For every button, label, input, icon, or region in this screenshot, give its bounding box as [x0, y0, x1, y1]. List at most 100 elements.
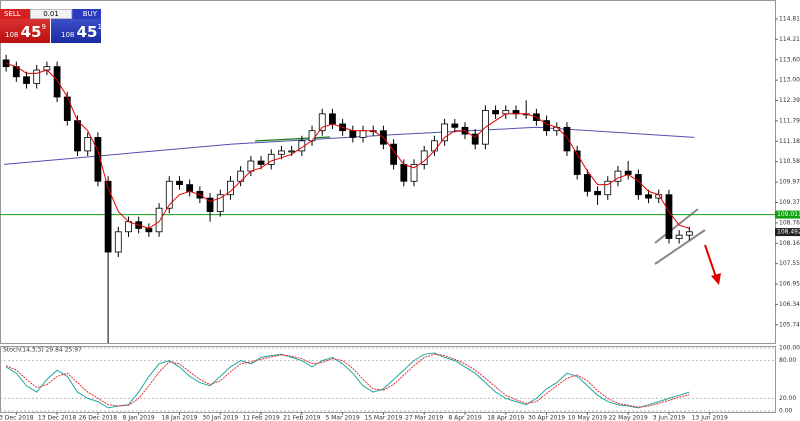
- candle-body: [308, 130, 316, 142]
- candle-body: [604, 180, 612, 196]
- candle-body: [84, 137, 92, 152]
- lot-input[interactable]: 0.01: [30, 9, 72, 19]
- x-tick-label: 5 Mar 2019: [326, 415, 360, 421]
- x-tick-label: 13 Jun 2019: [692, 415, 728, 421]
- arrow-shaft: [704, 244, 718, 281]
- y-tick-label: 111.185: [779, 138, 800, 145]
- channel-lower: [654, 229, 706, 265]
- price-pips: 45: [20, 23, 42, 41]
- candle-body: [63, 96, 71, 121]
- level-label: 109.011: [777, 211, 800, 218]
- x-tick-label: 8 Apr 2019: [448, 415, 481, 421]
- stoch-tick-label: 100.00: [779, 345, 800, 352]
- y-tick-label: 109.975: [779, 179, 800, 186]
- candle-body: [145, 228, 153, 233]
- candle-body: [359, 130, 367, 138]
- y-tick-label: 114.21: [779, 36, 800, 43]
- candle-body: [33, 69, 41, 84]
- candle-body: [318, 113, 326, 132]
- buy-label[interactable]: BUY: [73, 9, 101, 19]
- candle-body: [563, 126, 571, 152]
- price-fraction: 1: [97, 23, 102, 31]
- candle-body: [125, 221, 132, 233]
- x-tick-label: 13 Dec 2018: [38, 415, 77, 421]
- x-tick-label: 18 Jan 2019: [161, 415, 197, 421]
- candle-body: [441, 123, 449, 142]
- arrow-head: [711, 273, 721, 285]
- candle-body: [206, 197, 214, 212]
- y-tick-label: 113.000: [779, 77, 800, 84]
- sell-label[interactable]: SELL: [0, 9, 42, 19]
- x-tick-label: 10 May 2019: [568, 415, 607, 421]
- y-tick-label: 110.580: [779, 158, 800, 165]
- candle-body: [114, 231, 122, 253]
- y-tick-label: 111.790: [779, 117, 800, 124]
- price-pips: 45: [76, 23, 98, 41]
- price-tag: [775, 228, 800, 237]
- candle-body: [155, 207, 163, 233]
- candle-body: [594, 190, 601, 196]
- x-tick-label: 3 Dec 2018: [0, 415, 34, 421]
- last-price-label: 108.492: [777, 229, 800, 236]
- x-tick-label: 11 Feb 2019: [242, 415, 280, 421]
- x-tick-label: 18 Apr 2019: [487, 415, 524, 421]
- stoch-title: Stoch(14,3,3) 29.84 25.97: [3, 347, 82, 354]
- candle-body: [675, 234, 683, 239]
- level-tag: [775, 210, 800, 219]
- candle-body: [543, 120, 550, 132]
- x-tick-label: 27 Mar 2019: [405, 415, 443, 421]
- price-big: 108: [61, 31, 75, 39]
- price-big: 108: [5, 31, 19, 39]
- buy-price[interactable]: 108 451: [61, 23, 102, 41]
- stoch-frame: [0, 346, 776, 413]
- candle-body: [186, 184, 194, 192]
- stoch-tick-label: 20.00: [779, 395, 796, 402]
- y-tick-label: 105.740: [779, 321, 800, 328]
- candle-body: [329, 113, 336, 125]
- candle-body: [176, 180, 183, 186]
- candle-body: [614, 170, 622, 182]
- candle-body: [349, 130, 357, 138]
- x-tick-label: 3 Jun 2019: [653, 415, 685, 421]
- candle-body: [216, 194, 224, 212]
- candle-body: [247, 160, 255, 172]
- y-tick-label: 106.345: [779, 301, 800, 308]
- stoch-signal: [5, 353, 690, 408]
- candle-body: [278, 150, 285, 155]
- main-frame: [0, 0, 776, 344]
- price-fraction: 9: [41, 23, 46, 31]
- y-tick-label: 113.605: [779, 56, 800, 63]
- candle-body: [583, 174, 591, 192]
- candle-body: [410, 163, 418, 182]
- candle-body: [23, 76, 30, 84]
- candle-body: [634, 174, 642, 196]
- candle-body: [685, 231, 693, 236]
- x-tick-label: 26 Dec 2018: [79, 415, 118, 421]
- candle-body: [431, 140, 438, 152]
- candle-body: [288, 150, 296, 153]
- stoch-main: [5, 352, 690, 409]
- sell-price[interactable]: 108 459: [5, 23, 46, 41]
- candle-body: [165, 180, 173, 209]
- candle-body: [645, 194, 652, 199]
- one-click-panel: SELL 108 459 0.01 BUY 108 451: [0, 9, 102, 43]
- candle-body: [74, 120, 81, 152]
- y-tick-label: 114.815: [779, 15, 800, 22]
- ma-fast: [5, 62, 690, 229]
- candle-body: [492, 110, 499, 115]
- candle-body: [451, 123, 459, 128]
- candle-body: [400, 163, 408, 182]
- candle-body: [53, 66, 61, 98]
- x-tick-label: 22 May 2019: [609, 415, 648, 421]
- candle-body: [267, 153, 275, 165]
- stoch-tick-label: 80.00: [779, 357, 796, 364]
- y-tick-label: 107.555: [779, 260, 800, 267]
- stoch-tick-label: 0.00: [779, 408, 793, 415]
- y-tick-label: 112.395: [779, 97, 800, 104]
- ma-slow: [4, 126, 695, 165]
- candle-body: [665, 194, 673, 239]
- candle-body: [94, 137, 102, 182]
- trendline: [254, 136, 331, 142]
